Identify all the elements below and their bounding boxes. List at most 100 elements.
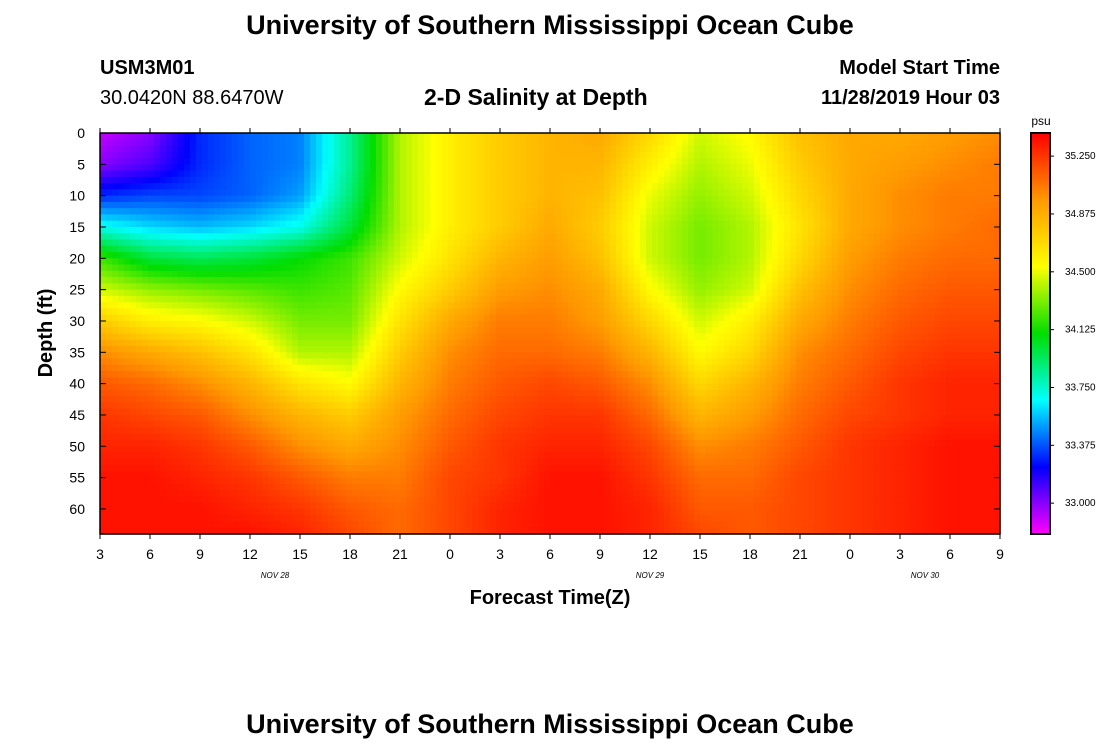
- heatmap-cell: [952, 164, 959, 172]
- heatmap-cell: [112, 195, 119, 203]
- heatmap-cell: [370, 208, 377, 216]
- heatmap-cell: [616, 320, 623, 328]
- heatmap-cell: [718, 320, 725, 328]
- heatmap-cell: [610, 201, 617, 209]
- heatmap-cell: [850, 189, 857, 197]
- heatmap-cell: [496, 145, 503, 153]
- heatmap-cell: [976, 145, 983, 153]
- heatmap-cell: [322, 264, 329, 272]
- heatmap-cell: [112, 133, 119, 140]
- heatmap-cell: [706, 133, 713, 140]
- heatmap-cell: [868, 220, 875, 228]
- heatmap-cell: [736, 151, 743, 159]
- heatmap-cell: [586, 233, 593, 241]
- heatmap-cell: [970, 139, 977, 147]
- heatmap-cell: [226, 277, 233, 284]
- heatmap-cell: [676, 208, 683, 216]
- heatmap-cell: [538, 289, 545, 297]
- heatmap-cell: [808, 327, 815, 335]
- heatmap-cell: [304, 302, 311, 310]
- heatmap-cell: [382, 258, 389, 266]
- heatmap-cell: [370, 214, 377, 222]
- heatmap-cell: [898, 302, 905, 310]
- heatmap-cell: [160, 245, 167, 253]
- heatmap-cell: [850, 302, 857, 310]
- heatmap-cell: [520, 258, 527, 266]
- heatmap-cell: [838, 208, 845, 216]
- heatmap-cell: [982, 302, 989, 310]
- heatmap-cell: [406, 258, 413, 266]
- heatmap-cell: [970, 289, 977, 297]
- heatmap-cell: [532, 233, 539, 241]
- heatmap-cell: [286, 295, 293, 303]
- heatmap-cell: [292, 214, 299, 222]
- heatmap-cell: [652, 170, 659, 178]
- heatmap-cell: [184, 320, 191, 328]
- heatmap-cell: [724, 320, 731, 328]
- heatmap-cell: [712, 302, 719, 310]
- heatmap-cell: [238, 302, 245, 310]
- heatmap-cell: [838, 308, 845, 316]
- heatmap-cell: [202, 151, 209, 159]
- heatmap-cell: [208, 327, 215, 335]
- heatmap-cell: [400, 302, 407, 310]
- heatmap-cell: [454, 164, 461, 172]
- heatmap-cell: [172, 214, 179, 222]
- heatmap-cell: [634, 164, 641, 172]
- heatmap-cell: [202, 195, 209, 203]
- heatmap-cell: [184, 277, 191, 284]
- heatmap-cell: [928, 158, 935, 165]
- heatmap-cell: [130, 195, 137, 203]
- heatmap-cell: [946, 245, 953, 253]
- heatmap-cell: [898, 226, 905, 234]
- heatmap-cell: [106, 283, 113, 291]
- heatmap-cell: [814, 239, 821, 247]
- heatmap-cell: [220, 158, 227, 165]
- heatmap-cell: [208, 264, 215, 272]
- heatmap-cell: [382, 208, 389, 216]
- heatmap-cell: [586, 208, 593, 216]
- heatmap-cell: [406, 289, 413, 297]
- heatmap-cell: [682, 158, 689, 165]
- heatmap-cell: [652, 201, 659, 209]
- heatmap-cell: [406, 333, 413, 341]
- heatmap-cell: [874, 314, 881, 322]
- heatmap-cell: [880, 289, 887, 297]
- heatmap-cell: [934, 320, 941, 328]
- heatmap-cell: [850, 270, 857, 278]
- heatmap-cell: [214, 283, 221, 291]
- heatmap-cell: [346, 158, 353, 165]
- heatmap-cell: [628, 201, 635, 209]
- heatmap-cell: [514, 233, 521, 241]
- heatmap-cell: [100, 289, 107, 297]
- heatmap-cell: [874, 258, 881, 266]
- heatmap-cell: [214, 183, 221, 190]
- heatmap-cell: [616, 189, 623, 197]
- heatmap-cell: [412, 314, 419, 322]
- heatmap-cell: [370, 245, 377, 253]
- heatmap-cell: [898, 189, 905, 197]
- heatmap-cell: [718, 145, 725, 153]
- heatmap-cell: [970, 308, 977, 316]
- heatmap-cell: [844, 208, 851, 216]
- heatmap-cell: [352, 170, 359, 178]
- heatmap-cell: [256, 145, 263, 153]
- heatmap-cell: [946, 264, 953, 272]
- heatmap-cell: [988, 295, 995, 303]
- heatmap-cell: [370, 302, 377, 310]
- heatmap-cell: [166, 314, 173, 322]
- heatmap-cell: [676, 164, 683, 172]
- heatmap-cell: [598, 233, 605, 241]
- heatmap-cell: [334, 283, 341, 291]
- heatmap-cell: [148, 189, 155, 197]
- heatmap-cell: [820, 158, 827, 165]
- heatmap-cell: [160, 314, 167, 322]
- heatmap-cell: [382, 183, 389, 190]
- heatmap-cell: [154, 333, 161, 341]
- heatmap-cell: [310, 139, 317, 147]
- heatmap-cell: [574, 283, 581, 291]
- heatmap-cell: [478, 226, 485, 234]
- heatmap-cell: [550, 201, 557, 209]
- heatmap-cell: [502, 283, 509, 291]
- heatmap-cell: [238, 264, 245, 272]
